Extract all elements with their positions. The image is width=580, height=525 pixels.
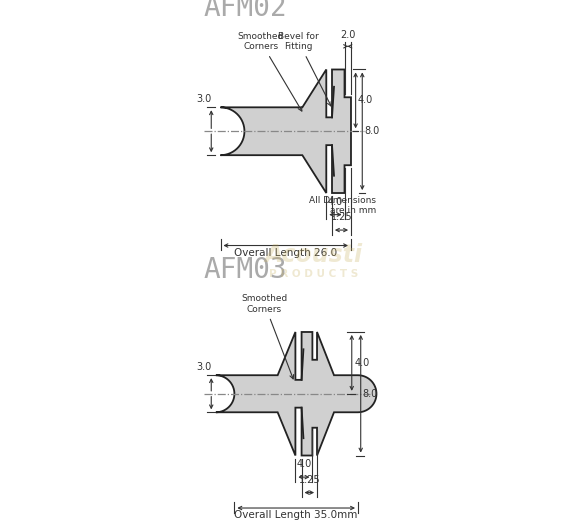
Text: P R O D U C T S: P R O D U C T S: [269, 269, 358, 279]
Polygon shape: [216, 332, 376, 456]
Text: 8.0: 8.0: [362, 388, 378, 399]
Text: 3.0: 3.0: [196, 362, 211, 372]
Text: 2.0: 2.0: [340, 30, 356, 40]
Text: 4.0: 4.0: [296, 459, 311, 469]
Text: Overall Length 26.0: Overall Length 26.0: [234, 248, 338, 258]
Text: All Dimensions
are in mm: All Dimensions are in mm: [310, 196, 376, 215]
Text: 8.0: 8.0: [364, 126, 379, 136]
Text: 4.0: 4.0: [354, 358, 369, 368]
Text: Overall Length 35.0mm: Overall Length 35.0mm: [234, 510, 358, 520]
Text: 1.25: 1.25: [331, 212, 352, 223]
Text: Acousti: Acousti: [264, 243, 362, 267]
Polygon shape: [220, 69, 351, 193]
Text: Smoothed
Corners: Smoothed Corners: [241, 295, 293, 379]
Text: 3.0: 3.0: [196, 94, 211, 104]
Text: AFM02: AFM02: [204, 0, 287, 22]
Text: Smoothed
Corners: Smoothed Corners: [238, 32, 302, 111]
Text: Bevel for
Fitting: Bevel for Fitting: [278, 32, 331, 106]
Text: 4.0: 4.0: [328, 197, 343, 207]
Text: AFM03: AFM03: [204, 256, 287, 284]
Text: 1.25: 1.25: [299, 475, 320, 485]
Text: 4.0: 4.0: [358, 96, 373, 106]
